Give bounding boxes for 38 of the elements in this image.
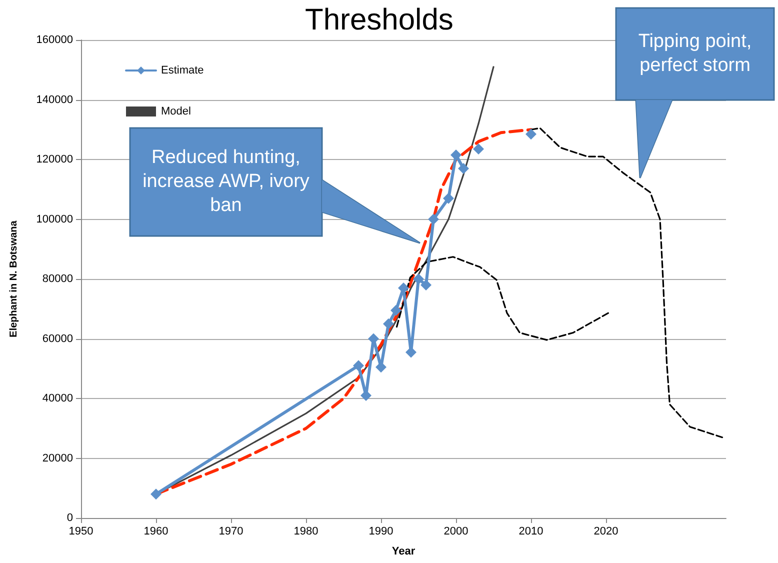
y-tick-label: 100000 <box>36 213 73 226</box>
y-tick-label: 60000 <box>42 332 73 345</box>
x-tick-label: 1960 <box>144 526 168 538</box>
y-tick-label: 0 <box>66 512 73 524</box>
line-series <box>396 256 610 341</box>
legend-label: Estimate <box>161 64 204 76</box>
x-tick-label: 1980 <box>294 526 318 538</box>
point <box>413 274 424 284</box>
y-tick-label: 120000 <box>36 154 73 166</box>
y-tick-label: 20000 <box>42 452 73 464</box>
y-tick-label: 140000 <box>36 94 73 106</box>
legend-label: Model <box>161 106 191 118</box>
point <box>526 128 536 140</box>
point <box>150 488 162 500</box>
y-axis-title: Elephant in N. Botswana <box>8 220 20 338</box>
point <box>450 150 462 161</box>
x-tick-label: 1970 <box>218 526 244 538</box>
point <box>420 279 432 290</box>
x-tick-label: 1950 <box>68 526 94 538</box>
point <box>428 214 439 225</box>
point <box>473 144 484 155</box>
point <box>398 282 409 294</box>
y-tick-label: 160000 <box>36 34 73 46</box>
chart-title: Thresholds <box>305 4 454 36</box>
point <box>443 192 454 204</box>
x-axis-title: Year <box>392 546 416 558</box>
point <box>390 304 402 316</box>
x-tick-label: 2020 <box>594 526 618 538</box>
point <box>383 318 394 330</box>
x-tick-label: 1990 <box>368 526 394 538</box>
point <box>353 360 364 372</box>
x-tick-label: 2000 <box>444 526 468 538</box>
annotation: Reduced hunting, increase AWP, ivory ban <box>130 128 322 236</box>
y-tick-label: 40000 <box>42 392 73 404</box>
annotation: Tipping point, perfect storm <box>616 8 774 100</box>
y-tick-label: 80000 <box>42 273 73 285</box>
x-tick-label: 2010 <box>518 526 544 538</box>
point <box>458 162 469 174</box>
